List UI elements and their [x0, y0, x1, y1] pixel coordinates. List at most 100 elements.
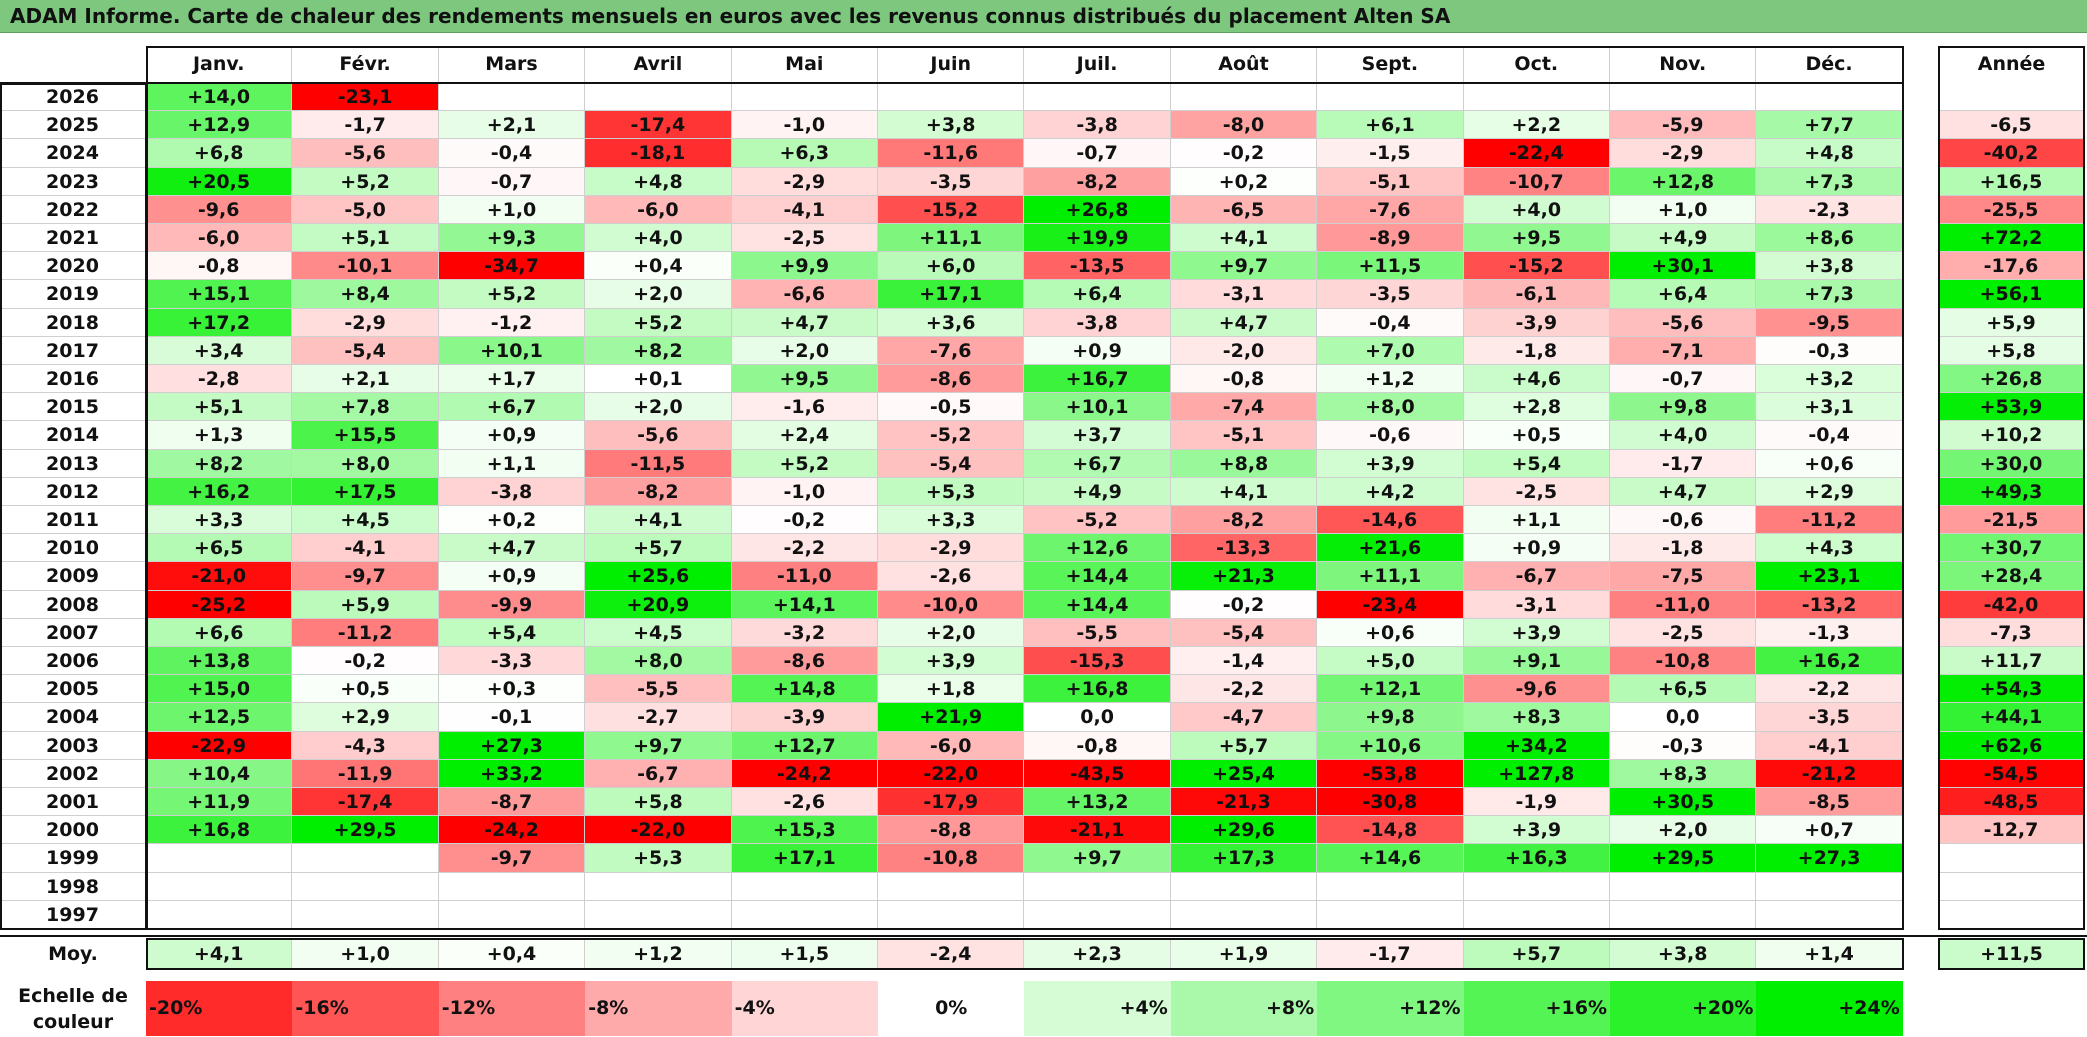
annual-cell: +10,2 — [1938, 421, 2085, 450]
heatmap-cell — [1024, 83, 1171, 112]
heatmap-cell — [1317, 872, 1464, 901]
heatmap-cell: -1,8 — [1463, 336, 1610, 365]
heatmap-cell: -22,0 — [878, 759, 1025, 788]
heatmap-cell: +8,3 — [1610, 759, 1757, 788]
heatmap-cell: +2,9 — [292, 703, 439, 732]
annual-cell: +54,3 — [1938, 675, 2085, 704]
month-header: Sept. — [1317, 46, 1464, 82]
year-label: 2021 — [0, 224, 146, 253]
average-rule — [0, 935, 2087, 937]
heatmap-cell: +16,2 — [1756, 647, 1903, 676]
year-label: 2007 — [0, 618, 146, 647]
color-scale-stop: -12% — [438, 981, 586, 1036]
heatmap-cell: +21,6 — [1317, 534, 1464, 563]
year-label: 2017 — [0, 336, 146, 365]
heatmap-cell: -1,7 — [292, 111, 439, 140]
heatmap-cell: -1,4 — [1170, 647, 1318, 676]
heatmap-cell: +4,7 — [731, 308, 878, 337]
heatmap-cell: -10,0 — [878, 590, 1025, 619]
month-header: Févr. — [292, 46, 439, 82]
heatmap-cell: -13,2 — [1756, 590, 1903, 619]
heatmap-cell: +0,6 — [1756, 449, 1903, 478]
heatmap-cell — [1170, 900, 1318, 929]
heatmap-cell: +6,4 — [1024, 280, 1171, 309]
heatmap-cell: -7,6 — [1317, 195, 1464, 224]
annual-cell: -6,5 — [1938, 111, 2085, 140]
heatmap-cell: -0,2 — [1170, 139, 1318, 168]
heatmap-cell: -21,2 — [1756, 759, 1903, 788]
heatmap-cell: +7,7 — [1756, 111, 1903, 140]
year-label: 2013 — [0, 449, 146, 478]
heatmap-cell: -0,8 — [1170, 365, 1318, 394]
heatmap-cell: -8,6 — [731, 647, 878, 676]
heatmap-cell: -8,5 — [1756, 788, 1903, 817]
heatmap-cell: +4,8 — [1756, 139, 1903, 168]
average-cell: +1,0 — [292, 938, 439, 970]
heatmap-cell: +3,6 — [878, 308, 1025, 337]
heatmap-cell: -1,5 — [1317, 139, 1464, 168]
heatmap-cell: -0,7 — [1024, 139, 1171, 168]
heatmap-cell: +8,2 — [585, 336, 732, 365]
heatmap-cell: +0,2 — [438, 506, 586, 535]
heatmap-cell: +4,3 — [1756, 534, 1903, 563]
heatmap-cell: +0,9 — [438, 421, 586, 450]
heatmap-cell — [1610, 83, 1757, 112]
average-cell: +1,9 — [1170, 938, 1318, 970]
heatmap-cell: -2,6 — [878, 562, 1025, 591]
heatmap-cell: -15,2 — [1463, 252, 1610, 281]
heatmap-cell: -5,1 — [1317, 167, 1464, 196]
year-label: 2000 — [0, 816, 146, 845]
heatmap-cell: -43,5 — [1024, 759, 1171, 788]
annual-cell: -40,2 — [1938, 139, 2085, 168]
heatmap-cell: -10,1 — [292, 252, 439, 281]
heatmap-cell: +19,9 — [1024, 224, 1171, 253]
heatmap-cell: -53,8 — [1317, 759, 1464, 788]
month-header: Juin — [878, 46, 1025, 82]
annual-cell — [1938, 872, 2085, 901]
heatmap-cell: -2,2 — [1170, 675, 1318, 704]
heatmap-cell: +14,4 — [1024, 590, 1171, 619]
heatmap-cell: -6,7 — [585, 759, 732, 788]
heatmap-cell: +2,0 — [731, 336, 878, 365]
heatmap-cell: +7,0 — [1317, 336, 1464, 365]
heatmap-cell: -0,6 — [1610, 506, 1757, 535]
average-cell: -1,7 — [1317, 938, 1464, 970]
heatmap-cell: -11,6 — [878, 139, 1025, 168]
heatmap-cell: -2,6 — [731, 788, 878, 817]
month-header: Avril — [585, 46, 732, 82]
annual-cell: +26,8 — [1938, 365, 2085, 394]
heatmap-cell — [438, 872, 586, 901]
heatmap-cell: -0,3 — [1610, 731, 1757, 760]
heatmap-cell: +23,1 — [1756, 562, 1903, 591]
heatmap-cell: -11,0 — [1610, 590, 1757, 619]
heatmap-cell: -9,7 — [292, 562, 439, 591]
heatmap-cell: +3,8 — [878, 111, 1025, 140]
heatmap-cell — [292, 872, 439, 901]
heatmap-cell: +8,3 — [1463, 703, 1610, 732]
heatmap-cell: +7,3 — [1756, 280, 1903, 309]
heatmap-cell: +9,7 — [585, 731, 732, 760]
heatmap-cell: -17,9 — [878, 788, 1025, 817]
color-scale-stop: +24% — [1756, 981, 1903, 1036]
month-header: Déc. — [1756, 46, 1903, 82]
heatmap-cell: -6,7 — [1463, 562, 1610, 591]
heatmap-cell: +1,1 — [438, 449, 586, 478]
heatmap-cell: -2,8 — [146, 365, 293, 394]
heatmap-cell: -3,8 — [1024, 111, 1171, 140]
heatmap-cell: +5,2 — [292, 167, 439, 196]
heatmap-cell: +17,5 — [292, 477, 439, 506]
heatmap-cell: +8,0 — [1317, 393, 1464, 422]
annual-cell: +62,6 — [1938, 731, 2085, 760]
heatmap-cell: +0,5 — [292, 675, 439, 704]
heatmap-cell: -5,1 — [1170, 421, 1318, 450]
heatmap-cell: +4,5 — [585, 618, 732, 647]
heatmap-cell: +3,9 — [1463, 816, 1610, 845]
heatmap-cell: -9,9 — [438, 590, 586, 619]
heatmap-cell: -21,0 — [146, 562, 293, 591]
heatmap-cell: -13,3 — [1170, 534, 1318, 563]
heatmap-cell — [146, 872, 293, 901]
year-label: 2002 — [0, 759, 146, 788]
color-scale-stop: +8% — [1170, 981, 1318, 1036]
heatmap-cell: -0,2 — [1170, 590, 1318, 619]
heatmap-cell: +17,2 — [146, 308, 293, 337]
